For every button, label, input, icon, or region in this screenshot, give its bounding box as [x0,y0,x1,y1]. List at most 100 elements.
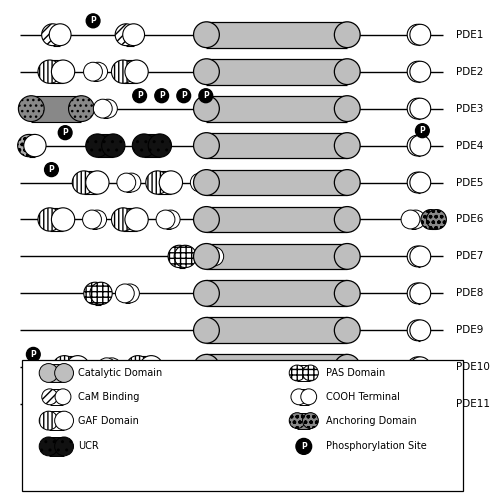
Ellipse shape [122,24,145,46]
Circle shape [155,89,169,103]
Ellipse shape [83,210,101,229]
Ellipse shape [19,96,44,122]
Ellipse shape [39,364,58,382]
Bar [411,210,416,229]
Ellipse shape [302,413,318,429]
Ellipse shape [421,209,441,229]
Ellipse shape [334,354,360,380]
Ellipse shape [148,134,171,157]
Bar [431,209,437,229]
Ellipse shape [89,62,107,81]
Ellipse shape [126,356,149,379]
Ellipse shape [334,132,360,159]
Circle shape [177,89,191,103]
Ellipse shape [410,172,431,193]
Ellipse shape [407,135,428,156]
Bar [206,391,347,417]
Text: P: P [90,16,96,25]
Ellipse shape [39,437,58,456]
Ellipse shape [51,60,74,83]
Bar [206,206,347,232]
Ellipse shape [53,356,76,379]
Ellipse shape [407,283,428,304]
Text: PDE8: PDE8 [456,288,483,299]
Bar [123,208,137,231]
Text: COOH Terminal: COOH Terminal [326,392,400,402]
Ellipse shape [194,96,220,122]
Text: Anchoring Domain: Anchoring Domain [326,416,416,426]
Ellipse shape [302,365,318,381]
Bar [417,283,420,304]
Ellipse shape [427,209,446,229]
Ellipse shape [18,134,40,157]
Ellipse shape [125,208,148,231]
Text: PDE10: PDE10 [456,362,490,372]
Bar [144,134,160,157]
Bar [123,392,137,416]
Bar [417,98,420,119]
Ellipse shape [194,170,220,195]
Bar [417,394,420,415]
Bar [206,354,347,380]
Ellipse shape [98,358,116,377]
Bar [166,210,171,229]
Bar [157,171,171,194]
Text: PDE4: PDE4 [456,140,483,151]
Circle shape [45,163,58,177]
Ellipse shape [407,357,428,377]
Ellipse shape [24,134,46,157]
Text: PDE1: PDE1 [456,30,483,40]
Ellipse shape [410,394,431,415]
Ellipse shape [125,393,148,416]
Ellipse shape [407,394,428,415]
Bar [417,135,420,156]
Ellipse shape [42,389,58,405]
Circle shape [86,14,100,28]
Text: P: P [159,91,165,100]
Text: P: P [49,165,54,174]
Ellipse shape [51,393,74,416]
Ellipse shape [116,284,134,303]
Ellipse shape [334,96,360,122]
Ellipse shape [86,171,109,194]
Ellipse shape [51,208,74,231]
Ellipse shape [55,437,74,456]
Bar [206,96,347,122]
Ellipse shape [410,135,431,156]
Text: PDE9: PDE9 [456,325,483,335]
Ellipse shape [194,244,220,269]
Ellipse shape [194,132,220,159]
Ellipse shape [406,210,425,229]
Bar [299,389,309,405]
Ellipse shape [410,98,431,119]
Bar [92,210,97,229]
Ellipse shape [289,365,305,381]
Text: PDE11: PDE11 [456,399,490,409]
Bar [166,395,171,414]
Bar [417,246,420,267]
Text: P: P [62,128,68,137]
Ellipse shape [191,173,209,192]
Ellipse shape [205,247,223,266]
Ellipse shape [84,62,102,81]
Bar [103,99,108,118]
Bar [138,356,151,379]
Ellipse shape [410,61,431,82]
Ellipse shape [66,356,89,379]
Ellipse shape [161,210,180,229]
Bar [49,389,63,405]
Ellipse shape [38,60,61,83]
Bar [29,134,35,157]
Ellipse shape [407,172,428,193]
Circle shape [133,89,147,103]
Bar [206,170,347,195]
Bar [206,280,347,306]
Bar [206,244,347,269]
Ellipse shape [117,173,136,192]
Ellipse shape [101,134,125,157]
Text: CaM Binding: CaM Binding [78,392,140,402]
Ellipse shape [334,170,360,195]
Text: PDE2: PDE2 [456,66,483,77]
Text: P: P [30,350,36,359]
Bar [31,96,81,122]
